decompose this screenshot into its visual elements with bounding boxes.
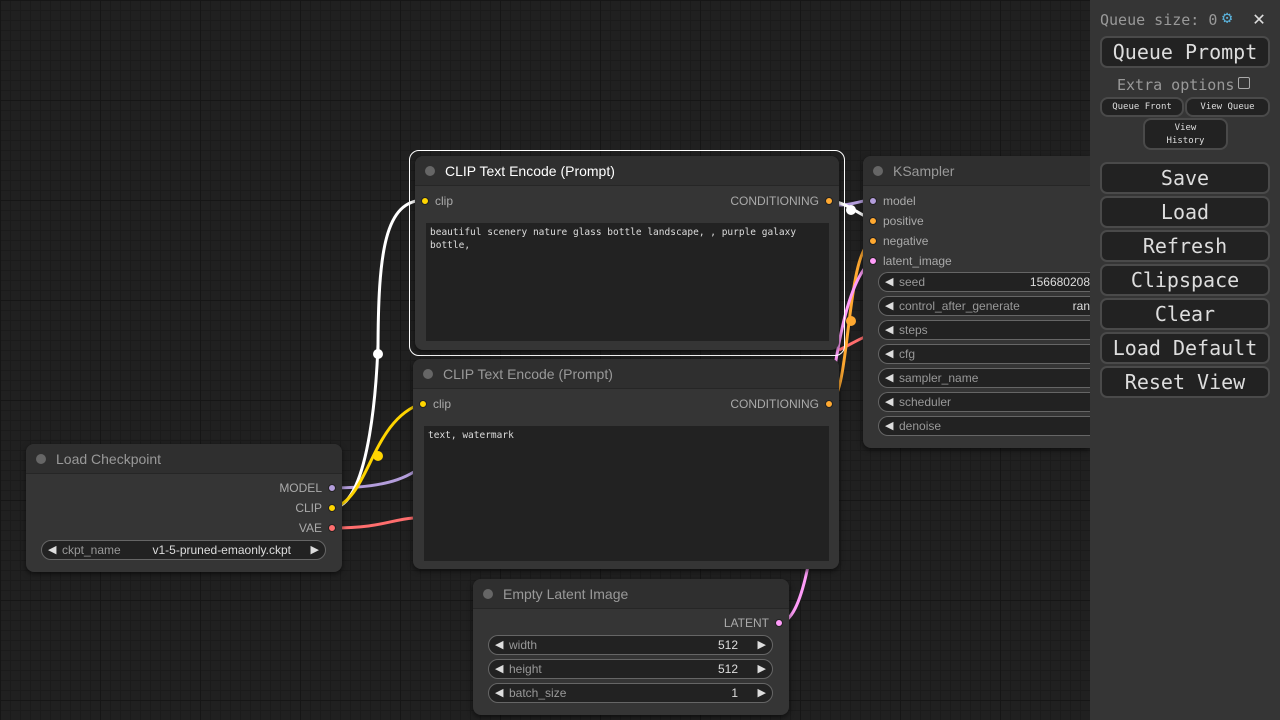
- height-widget[interactable]: ◀ height 512 ▶: [488, 659, 773, 679]
- save-button[interactable]: Save: [1100, 162, 1270, 194]
- arrow-left-icon[interactable]: ◀: [885, 300, 894, 312]
- node-title[interactable]: Empty Latent Image: [473, 579, 789, 609]
- collapse-dot[interactable]: [483, 589, 493, 599]
- arrow-left-icon[interactable]: ◀: [885, 324, 894, 336]
- prompt-textarea[interactable]: beautiful scenery nature glass bottle la…: [426, 223, 829, 341]
- input-negative[interactable]: negative: [869, 231, 928, 251]
- input-clip[interactable]: clip: [419, 394, 451, 414]
- close-icon[interactable]: ✕: [1253, 6, 1266, 30]
- arrow-left-icon[interactable]: ◀: [495, 639, 504, 651]
- queue-size: Queue size: 0: [1100, 11, 1218, 29]
- arrow-left-icon[interactable]: ◀: [48, 544, 57, 556]
- arrow-right-icon[interactable]: ▶: [757, 663, 766, 675]
- queue-front-button[interactable]: Queue Front: [1100, 97, 1184, 117]
- empty-latent-image-node[interactable]: Empty Latent Image LATENT ◀ width 512 ▶ ◀ hei…: [473, 579, 789, 715]
- reset-view-button[interactable]: Reset View: [1100, 366, 1270, 398]
- arrow-right-icon[interactable]: ▶: [757, 639, 766, 651]
- output-conditioning[interactable]: CONDITIONING: [730, 191, 833, 211]
- collapse-dot[interactable]: [873, 166, 883, 176]
- output-model[interactable]: MODEL: [279, 478, 336, 498]
- clip-text-encode-negative-node[interactable]: CLIP Text Encode (Prompt) clip CONDITION…: [413, 359, 839, 569]
- sampler-name-widget[interactable]: ◀ sampler_name: [878, 368, 1090, 388]
- batch-size-widget[interactable]: ◀ batch_size 1 ▶: [488, 683, 773, 703]
- reroute-dot[interactable]: [373, 349, 383, 359]
- reroute-dot[interactable]: [373, 451, 383, 461]
- arrow-left-icon[interactable]: ◀: [885, 348, 894, 360]
- load-button[interactable]: Load: [1100, 196, 1270, 228]
- selection-outline: [409, 150, 845, 356]
- arrow-left-icon[interactable]: ◀: [885, 396, 894, 408]
- arrow-right-icon[interactable]: ▶: [310, 544, 319, 556]
- output-clip[interactable]: CLIP: [295, 498, 336, 518]
- steps-widget[interactable]: ◀ steps: [878, 320, 1090, 340]
- collapse-dot[interactable]: [425, 166, 435, 176]
- seed-widget[interactable]: ◀ seed 156680208: [878, 272, 1090, 292]
- reroute-dot[interactable]: [846, 316, 856, 326]
- link-clip-negative: [331, 401, 424, 510]
- reroute-dot[interactable]: [846, 205, 856, 215]
- cfg-widget[interactable]: ◀ cfg: [878, 344, 1090, 364]
- view-queue-button[interactable]: View Queue: [1185, 97, 1270, 117]
- output-vae[interactable]: VAE: [299, 518, 336, 538]
- input-model[interactable]: model: [869, 191, 916, 211]
- clip-text-encode-positive-node[interactable]: CLIP Text Encode (Prompt) clip CONDITION…: [415, 156, 839, 350]
- input-clip[interactable]: clip: [421, 191, 453, 211]
- arrow-right-icon[interactable]: ▶: [757, 687, 766, 699]
- control-after-generate-widget[interactable]: ◀ control_after_generate ran: [878, 296, 1090, 316]
- output-latent[interactable]: LATENT: [724, 613, 783, 633]
- ckpt-name-combo[interactable]: ◀ ckpt_name v1-5-pruned-emaonly.ckpt ▶: [41, 540, 326, 560]
- input-positive[interactable]: positive: [869, 211, 924, 231]
- arrow-left-icon[interactable]: ◀: [885, 276, 894, 288]
- link-clip-positive: [331, 198, 426, 510]
- width-widget[interactable]: ◀ width 512 ▶: [488, 635, 773, 655]
- view-history-button[interactable]: View History: [1143, 118, 1228, 150]
- node-title[interactable]: CLIP Text Encode (Prompt): [413, 359, 839, 389]
- arrow-left-icon[interactable]: ◀: [885, 420, 894, 432]
- arrow-left-icon[interactable]: ◀: [495, 663, 504, 675]
- arrow-left-icon[interactable]: ◀: [885, 372, 894, 384]
- collapse-dot[interactable]: [36, 454, 46, 464]
- node-title[interactable]: KSampler: [863, 156, 1090, 186]
- clear-button[interactable]: Clear: [1100, 298, 1270, 330]
- extra-options-checkbox[interactable]: [1238, 77, 1250, 89]
- node-title[interactable]: Load Checkpoint: [26, 444, 342, 474]
- ksampler-node[interactable]: KSampler model positive negative latent_…: [863, 156, 1090, 448]
- prompt-textarea[interactable]: text, watermark: [424, 426, 829, 561]
- arrow-left-icon[interactable]: ◀: [495, 687, 504, 699]
- load-checkpoint-node[interactable]: Load Checkpoint MODEL CLIP VAE ◀ ckpt_nam…: [26, 444, 342, 572]
- denoise-widget[interactable]: ◀ denoise: [878, 416, 1090, 436]
- scheduler-widget[interactable]: ◀ scheduler: [878, 392, 1090, 412]
- clipspace-button[interactable]: Clipspace: [1100, 264, 1270, 296]
- load-default-button[interactable]: Load Default: [1100, 332, 1270, 364]
- queue-prompt-button[interactable]: Queue Prompt: [1100, 36, 1270, 68]
- gear-icon[interactable]: ⚙: [1222, 8, 1233, 28]
- input-latent-image[interactable]: latent_image: [869, 251, 952, 271]
- sidebar-menu: Queue size: 0 ⚙ ✕ Queue Prompt Extra opt…: [1090, 0, 1280, 720]
- extra-options-label: Extra options: [1117, 76, 1235, 94]
- output-conditioning[interactable]: CONDITIONING: [730, 394, 833, 414]
- refresh-button[interactable]: Refresh: [1100, 230, 1270, 262]
- node-title[interactable]: CLIP Text Encode (Prompt): [415, 156, 839, 186]
- collapse-dot[interactable]: [423, 369, 433, 379]
